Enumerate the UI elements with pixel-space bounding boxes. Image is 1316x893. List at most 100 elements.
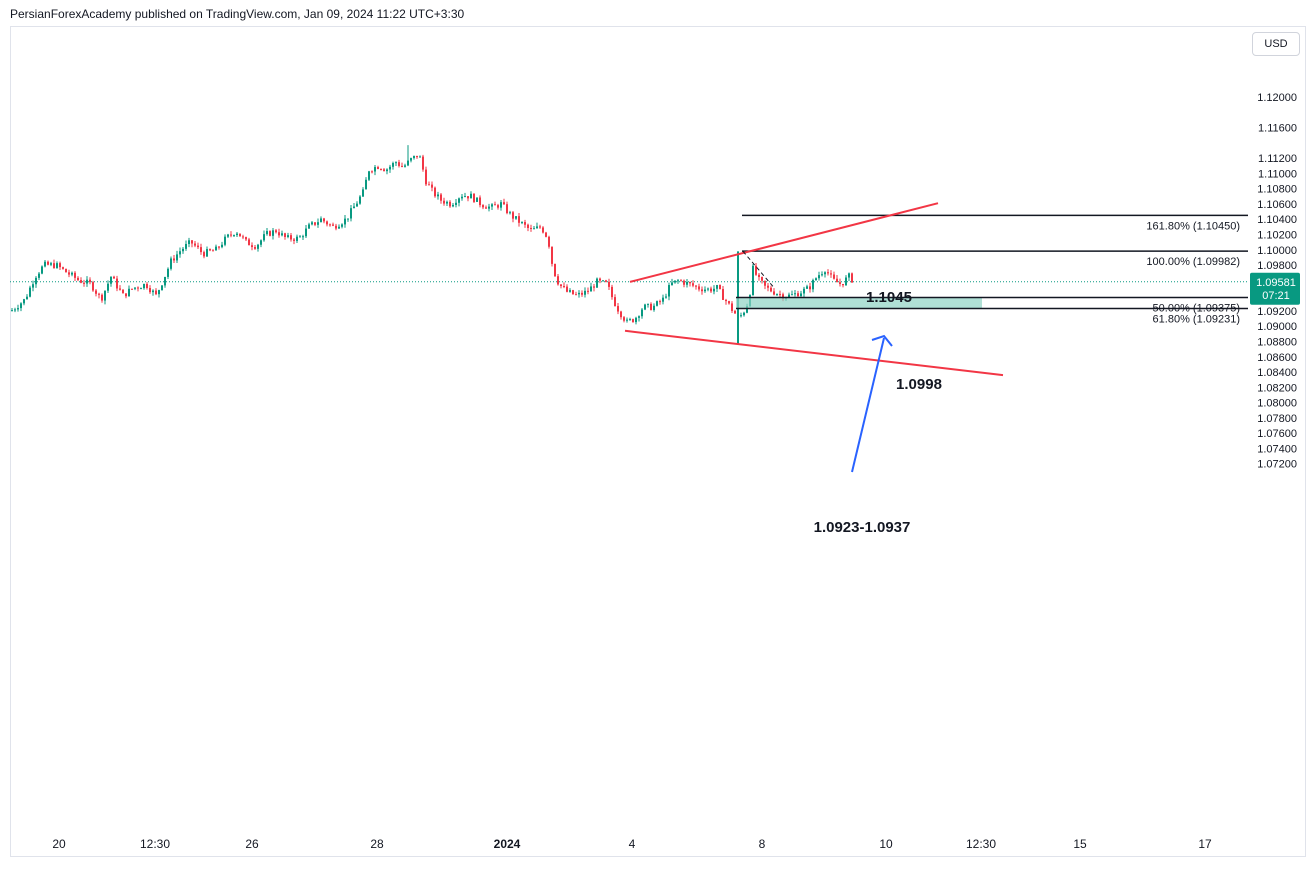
candle-body [572,290,574,295]
price-tick-label: 1.08000 [1257,398,1297,410]
candle-body [767,285,769,288]
candle-body [62,267,64,269]
candle-body [215,246,217,251]
time-tick-label: 2024 [494,837,521,851]
candle-body [410,158,412,161]
candle-body [437,194,439,197]
candle-body [137,287,139,289]
candle-body [506,204,508,214]
candle-body [116,278,118,289]
candle-body [515,216,517,219]
projection-arrow [851,337,885,473]
candle-body [827,272,829,274]
candle-body [650,303,652,311]
chart-frame[interactable] [10,26,1306,857]
candle-body [221,244,223,248]
candle-body [488,206,490,209]
candle-body [851,273,853,283]
candle-body [776,294,778,296]
support-zone [736,297,982,309]
candle-body [80,280,82,283]
price-tick-label: 1.10400 [1257,214,1297,226]
candle-body [218,246,220,248]
candle-body [164,276,166,286]
candle-body [629,319,631,321]
candle-body [47,261,49,265]
candle-body [449,201,451,207]
candle-body [677,280,679,282]
candle-body [113,276,115,279]
candle-body [623,317,625,321]
candle-body [554,263,556,277]
candle-body [230,234,232,236]
candle-body [461,196,463,199]
candle-body [176,254,178,261]
candle-body [755,265,757,275]
price-tick-label: 1.12000 [1257,92,1297,104]
candle-body [758,274,760,278]
candle-body [599,278,601,281]
price-tick-label: 1.09000 [1257,321,1297,333]
price-tick-label: 1.07200 [1257,459,1297,471]
candle-body [845,277,847,286]
candle-body [131,288,133,290]
candle-body [257,244,259,249]
candle-body [536,226,538,229]
candle-body [617,306,619,312]
candle-body [194,243,196,246]
candle-body [557,276,559,285]
candle-body [830,273,832,275]
candle-body [452,204,454,207]
candle-body [86,279,88,284]
candle-body [779,294,781,296]
candle-body [191,240,193,244]
time-tick-label: 15 [1073,837,1087,851]
candle-body [467,196,469,199]
currency-button[interactable]: USD [1252,32,1300,56]
candle-body [227,234,229,237]
candle-body [269,231,271,236]
fib-label: 161.80% (1.10450) [1146,220,1240,232]
candle-body [206,249,208,257]
candle-body [11,310,13,312]
candle-body [341,224,343,227]
candle-body [236,233,238,236]
lower-trendline[interactable] [624,329,1004,377]
candle-body [23,299,25,304]
candle-body [605,280,607,282]
candle-body [380,168,382,170]
candle-body [323,218,325,222]
candle-body [317,222,319,225]
candle-body [89,279,91,283]
candle-body [197,245,199,248]
candle-body [374,167,376,172]
candle-body [671,282,673,286]
candle-body [698,286,700,290]
time-tick-label: 10 [879,837,893,851]
candle-body [332,224,334,226]
time-tick-label: 17 [1198,837,1212,851]
price-tick-label: 1.11200 [1258,153,1297,165]
candle-body [50,263,52,265]
time-tick-label: 28 [370,837,384,851]
target-mid-label: 1.0998 [896,376,942,393]
candle-body [638,316,640,318]
candle-body [791,294,793,296]
zone-label: 1.0923-1.0937 [814,519,911,536]
candle-body [707,288,709,290]
candle-body [167,268,169,277]
candle-body [293,239,295,241]
time-tick-label: 12:30 [966,837,996,851]
candle-body [800,293,802,297]
upper-trendline[interactable] [629,202,939,283]
candle-body [41,266,43,274]
candle-body [614,297,616,307]
candles [11,145,853,345]
candle-body [422,156,424,170]
candle-body [485,207,487,209]
candle-body [545,232,547,237]
candle-body [662,297,664,302]
candle-body [353,206,355,209]
candle-body [770,287,772,292]
